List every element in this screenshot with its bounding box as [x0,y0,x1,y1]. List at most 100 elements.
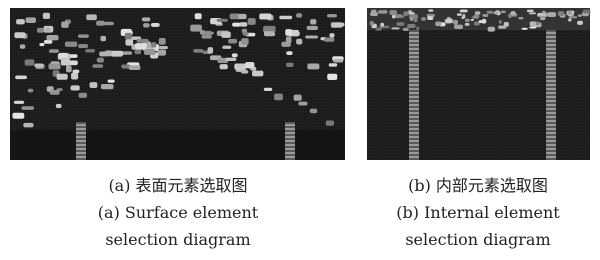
texture-blob [21,106,34,110]
texture-blob [144,49,155,55]
texture-blob [285,29,292,36]
texture-blob [378,10,387,13]
texture-blob [446,18,452,23]
texture-blob [56,104,62,108]
figure-images [0,0,600,165]
texture-blob [73,70,80,74]
texture-blob [391,27,399,29]
texture-blob [61,22,68,28]
texture-blob [89,82,97,88]
texture-blob [511,11,516,15]
texture-blob [85,49,95,52]
texture-blob [208,47,213,54]
texture-blob [34,64,43,68]
texture-blob [232,23,241,27]
texture-blob [540,17,546,20]
texture-blob [222,46,231,49]
texture-blob [530,21,536,26]
texture-blob [427,16,433,20]
texture-blob [240,22,248,26]
column [76,122,86,160]
texture-blob [569,16,578,18]
texture-blob [474,15,477,19]
texture-blob [193,49,203,53]
image-background [367,8,590,160]
texture-blob [296,13,302,17]
texture-blob [217,19,228,22]
texture-blob [407,24,416,28]
texture-blob [307,26,318,30]
texture-blob [86,14,97,20]
column [409,30,419,160]
texture-blob [57,74,68,80]
texture-blob [327,74,337,80]
texture-blob [307,64,319,70]
texture-blob [465,23,470,26]
page: (a) 表面元素选取图 (a) Surface element selectio… [0,0,600,260]
texture-blob [245,62,254,68]
caption-a: (a) 表面元素选取图 (a) Surface element selectio… [28,172,328,253]
texture-blob [238,14,247,19]
texture-blob [279,16,292,19]
texture-blob [151,23,160,27]
texture-blob [324,38,334,42]
texture-blob [286,51,292,55]
texture-blob [46,35,58,40]
texture-blob [410,17,413,21]
texture-blob [305,35,318,38]
texture-blob [45,28,50,32]
texture-blob [23,123,33,128]
texture-blob [334,23,345,27]
texture-blob [25,59,35,65]
texture-blob [327,14,337,17]
texture-blob [78,34,89,38]
texture-blob [206,32,214,35]
texture-blob [577,21,583,25]
texture-blob [558,11,565,16]
texture-blob [101,84,114,89]
texture-blob [220,64,228,69]
texture-blob [498,26,506,29]
texture-blob [428,9,433,11]
texture-blob [248,18,256,25]
texture-blob [298,102,307,106]
texture-blob [108,79,115,82]
texture-blob [20,44,26,48]
caption-b: (b) 内部元素选取图 (b) Internal element selecti… [328,172,600,253]
texture-blob [241,70,248,74]
texture-blob [482,14,488,17]
texture-blob [61,59,71,65]
texture-blob [50,90,60,95]
texture-blob [78,44,86,48]
texture-blob [142,17,150,21]
texture-blob [44,40,53,44]
texture-blob [252,71,263,77]
texture-blob [96,21,105,26]
texture-blob [296,39,302,45]
texture-blob [493,11,498,14]
texture-blob [195,13,202,19]
texture-blob [465,19,470,22]
texture-blob [39,43,44,46]
texture-blob [129,65,141,70]
column [285,122,295,160]
texture-blob [59,53,68,58]
texture-blob [286,63,294,67]
texture-blob [221,32,230,38]
caption-zh: (b) 内部元素选取图 [328,172,600,199]
texture-blob [264,31,274,36]
texture-blob [518,17,523,19]
texture-blob [376,28,382,31]
texture-blob [380,23,384,27]
texture-blob [371,10,377,14]
caption-en: (a) Surface element [28,199,328,226]
texture-blob [501,11,506,13]
texture-blob [15,76,27,80]
texture-blob [226,58,237,61]
texture-blob [281,42,290,47]
texture-blob [26,17,36,23]
texture-blob [294,95,302,101]
texture-blob [310,109,317,114]
texture-blob [48,64,60,70]
texture-blob [310,19,316,24]
